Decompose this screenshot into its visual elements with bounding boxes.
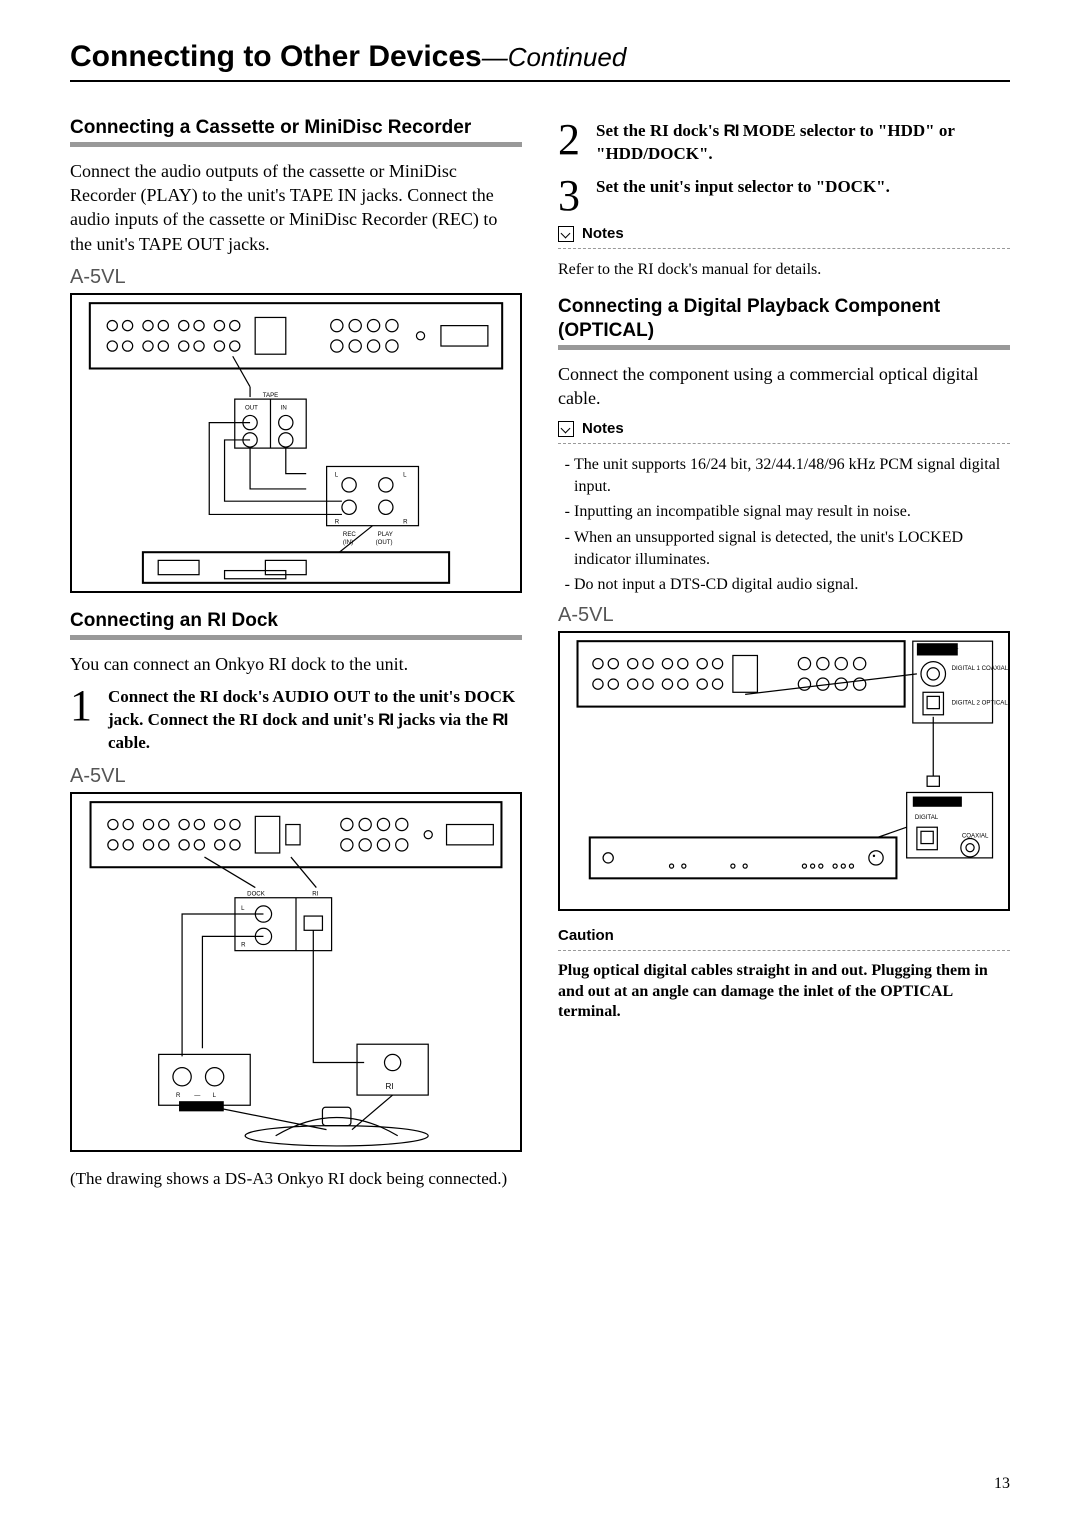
lbl-dig1: DIGITAL 1 COAXIAL: [952, 665, 1008, 672]
page-number: 13: [994, 1475, 1010, 1493]
notes-list: The unit supports 16/24 bit, 32/44.1/48/…: [558, 454, 1010, 596]
lbl-rec: REC: [343, 531, 356, 538]
ri-glyph-icon: RI: [378, 710, 393, 729]
step-3: 3 Set the unit's input selector to "DOCK…: [558, 176, 1010, 216]
diagram-optical: AUDIO INPUT DIGITAL 1 COAXIAL DIGITAL 2 …: [558, 631, 1010, 911]
lbl-dig2: DIGITAL 2 OPTICAL: [952, 699, 1008, 706]
section-cassette-title: Connecting a Cassette or MiniDisc Record…: [70, 116, 522, 147]
step-1: 1 Connect the RI dock's AUDIO OUT to the…: [70, 686, 522, 755]
note-item: When an unsupported signal is detected, …: [574, 527, 1010, 570]
step-1-text: Connect the RI dock's AUDIO OUT to the u…: [108, 686, 522, 755]
lbl-audioout: AUDIO OUTPUT: [915, 799, 962, 806]
step-2-number: 2: [558, 120, 586, 166]
lbl-ri: RI: [312, 891, 318, 898]
lbl-play: PLAY: [378, 531, 393, 538]
section-cassette-body: Connect the audio outputs of the cassett…: [70, 159, 522, 256]
lbl-or: R: [176, 1092, 181, 1099]
left-column: Connecting a Cassette or MiniDisc Record…: [70, 110, 522, 1190]
lbl-tape: TAPE: [263, 392, 279, 399]
lbl-od: —: [194, 1092, 201, 1099]
lbl-coax: COAXIAL: [962, 832, 989, 839]
model-label-1: A-5VL: [70, 266, 522, 289]
lbl-output: OUTPUT: [182, 1104, 207, 1111]
section-ridock-title: Connecting an RI Dock: [70, 609, 522, 640]
step-2: 2 Set the RI dock's RI MODE selector to …: [558, 120, 1010, 166]
note-item: The unit supports 16/24 bit, 32/44.1/48/…: [574, 454, 1010, 497]
section-ridock-body: You can connect an Onkyo RI dock to the …: [70, 652, 522, 676]
model-label-2: A-5VL: [70, 765, 522, 788]
page-title: Connecting to Other Devices—Continued: [70, 40, 1010, 82]
columns: Connecting a Cassette or MiniDisc Record…: [70, 110, 1010, 1190]
ri-glyph-icon: RI: [724, 121, 739, 140]
ri-glyph-icon: RI: [492, 710, 507, 729]
diagram-cassette: TAPE OUT IN L L R R: [70, 293, 522, 593]
lbl-in: IN: [281, 404, 287, 411]
lbl-L2: L: [403, 472, 407, 479]
section-optical-title: Connecting a Digital Playback Component …: [558, 295, 1010, 350]
divider: [558, 443, 1010, 444]
diagram-ridock: DOCK RI L R R —: [70, 792, 522, 1152]
page: Connecting to Other Devices—Continued Co…: [0, 0, 1080, 1523]
notes-header-2: Notes: [558, 420, 1010, 437]
notes-1-text: Refer to the RI dock's manual for detail…: [558, 259, 1010, 281]
lbl-out: OUT: [245, 404, 258, 411]
title-main: Connecting to Other Devices: [70, 40, 482, 73]
notes-label: Notes: [582, 225, 624, 242]
step-3-text: Set the unit's input selector to "DOCK".: [596, 176, 890, 216]
lbl-dock: DOCK: [247, 891, 265, 898]
lbl-R1: R: [335, 519, 340, 526]
notes-label: Notes: [582, 420, 624, 437]
model-label-3: A-5VL: [558, 604, 1010, 627]
lbl-ol: L: [213, 1092, 217, 1099]
divider: [558, 950, 1010, 951]
section-optical-body: Connect the component using a commercial…: [558, 362, 1010, 411]
lbl-audioin: AUDIO INPUT: [919, 647, 959, 654]
right-column: 2 Set the RI dock's RI MODE selector to …: [558, 110, 1010, 1190]
lbl-ri2: RI: [386, 1082, 394, 1091]
notes-header-1: Notes: [558, 225, 1010, 242]
title-continued: —Continued: [482, 42, 627, 72]
lbl-L1: L: [335, 472, 339, 479]
note-item: Inputting an incompatible signal may res…: [574, 501, 1010, 523]
caution-header: Caution: [558, 927, 1010, 944]
lbl-digital: DIGITAL: [915, 814, 939, 821]
note-item: Do not input a DTS-CD digital audio sign…: [574, 574, 1010, 596]
lbl-playout: (OUT): [376, 539, 393, 546]
caution-body: Plug optical digital cables straight in …: [558, 961, 1010, 1023]
note-icon: [558, 421, 574, 437]
step-2-text: Set the RI dock's RI MODE selector to "H…: [596, 120, 1010, 166]
step-3-number: 3: [558, 176, 586, 216]
lbl-dR: R: [241, 941, 246, 948]
note-icon: [558, 226, 574, 242]
lbl-dL: L: [241, 905, 245, 912]
step-1-number: 1: [70, 686, 98, 755]
lbl-R2: R: [403, 519, 408, 526]
divider: [558, 248, 1010, 249]
diagram-ridock-caption: (The drawing shows a DS-A3 Onkyo RI dock…: [70, 1168, 522, 1190]
